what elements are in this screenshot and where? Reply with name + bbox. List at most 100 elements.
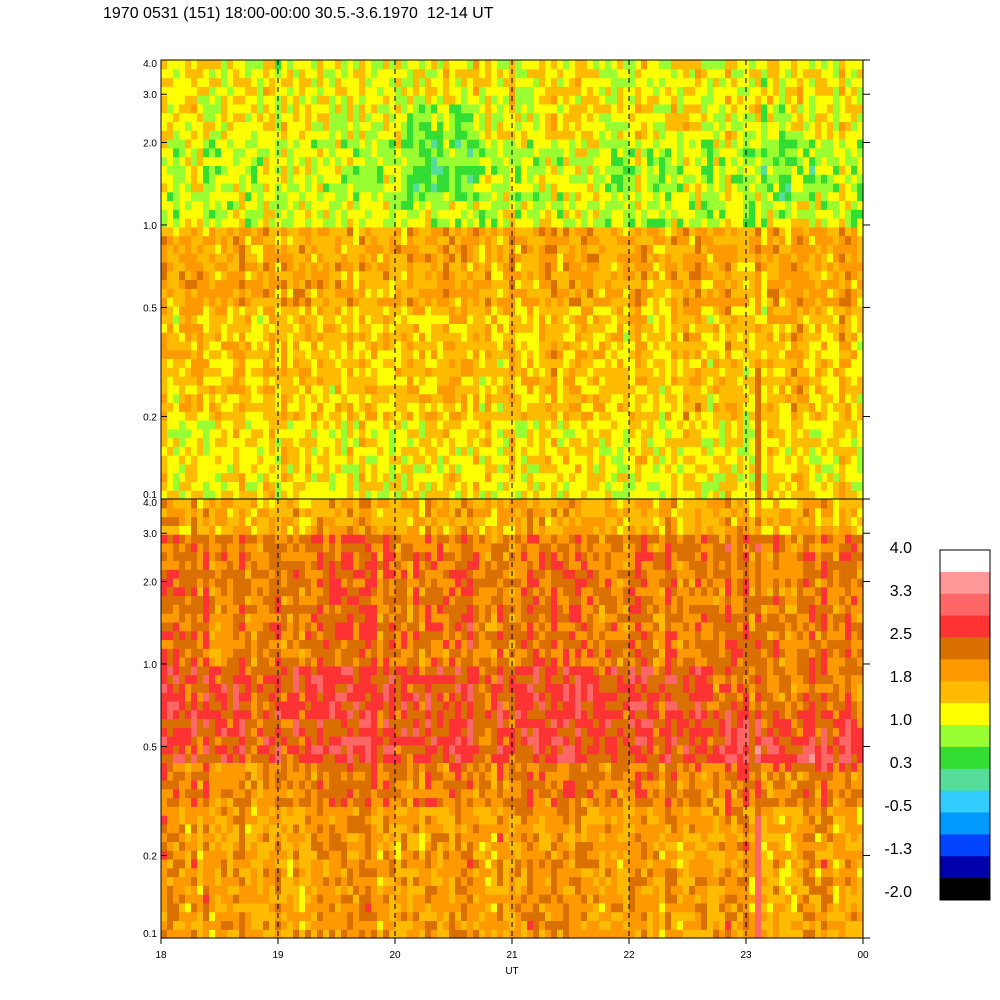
heatmap-cell bbox=[413, 261, 420, 272]
heatmap-cell bbox=[395, 297, 402, 307]
heatmap-cell bbox=[557, 358, 564, 368]
heatmap-cell bbox=[569, 323, 576, 333]
heatmap-cell bbox=[707, 77, 714, 87]
heatmap-cell bbox=[209, 209, 216, 219]
heatmap-cell bbox=[425, 332, 432, 342]
heatmap-cell bbox=[425, 305, 432, 316]
heatmap-cell bbox=[653, 270, 660, 281]
heatmap-cell bbox=[515, 235, 522, 245]
heatmap-cell bbox=[497, 68, 504, 79]
heatmap-cell bbox=[221, 68, 228, 79]
heatmap-cell bbox=[377, 358, 384, 368]
heatmap-cell bbox=[707, 314, 714, 324]
heatmap-cell bbox=[401, 279, 408, 289]
heatmap-cell bbox=[701, 419, 708, 430]
heatmap-cell bbox=[695, 358, 702, 368]
heatmap-cell bbox=[203, 340, 210, 351]
heatmap-cell bbox=[515, 218, 522, 228]
heatmap-cell bbox=[419, 112, 426, 123]
heatmap-cell bbox=[329, 218, 336, 228]
heatmap-cell bbox=[305, 253, 312, 263]
heatmap-cell bbox=[611, 174, 618, 184]
heatmap-cell bbox=[191, 437, 198, 447]
heatmap-cell bbox=[245, 314, 252, 324]
heatmap-cell bbox=[209, 60, 216, 70]
heatmap-cell bbox=[329, 147, 336, 158]
heatmap-cell bbox=[635, 367, 642, 377]
heatmap-cell bbox=[353, 393, 360, 404]
heatmap-cell bbox=[749, 402, 756, 412]
heatmap-cell bbox=[341, 305, 348, 316]
heatmap-cell bbox=[635, 121, 642, 131]
heatmap-cell bbox=[413, 358, 420, 368]
heatmap-cell bbox=[653, 218, 660, 228]
heatmap-cell bbox=[581, 235, 588, 245]
heatmap-cell bbox=[239, 130, 246, 140]
heatmap-cell bbox=[179, 235, 186, 245]
heatmap-cell bbox=[281, 411, 288, 421]
heatmap-cell bbox=[725, 244, 732, 254]
heatmap-cell bbox=[581, 121, 588, 131]
heatmap-cell bbox=[485, 358, 492, 368]
heatmap-cell bbox=[677, 112, 684, 123]
heatmap-cell bbox=[371, 147, 378, 158]
heatmap-cell bbox=[401, 455, 408, 465]
heatmap-cell bbox=[209, 402, 216, 412]
heatmap-cell bbox=[329, 270, 336, 281]
heatmap-cell bbox=[293, 77, 300, 87]
heatmap-cell bbox=[533, 200, 540, 210]
heatmap-cell bbox=[371, 112, 378, 123]
heatmap-cell bbox=[389, 411, 396, 421]
heatmap-cell bbox=[635, 472, 642, 483]
heatmap-cell bbox=[167, 428, 174, 439]
heatmap-cell bbox=[689, 174, 696, 184]
heatmap-cell bbox=[299, 191, 306, 202]
heatmap-cell bbox=[719, 455, 726, 465]
heatmap-cell bbox=[317, 455, 324, 465]
heatmap-cell bbox=[551, 455, 558, 465]
heatmap-cell bbox=[377, 481, 384, 491]
heatmap-cell bbox=[581, 349, 588, 360]
heatmap-cell bbox=[473, 437, 480, 447]
heatmap-cell bbox=[437, 261, 444, 272]
heatmap-cell bbox=[299, 77, 306, 87]
heatmap-cell bbox=[317, 279, 324, 289]
heatmap-cell bbox=[197, 340, 204, 351]
heatmap-cell bbox=[491, 402, 498, 412]
heatmap-cell bbox=[185, 402, 192, 412]
heatmap-cell bbox=[359, 332, 366, 342]
heatmap-cell bbox=[323, 463, 330, 474]
heatmap-cell bbox=[539, 261, 546, 272]
heatmap-cell bbox=[473, 446, 480, 456]
heatmap-cell bbox=[599, 402, 606, 412]
heatmap-cell bbox=[203, 121, 210, 131]
heatmap-cell bbox=[233, 340, 240, 351]
heatmap-cell bbox=[551, 472, 558, 483]
heatmap-cell bbox=[527, 490, 534, 500]
heatmap-cell bbox=[629, 86, 636, 96]
heatmap-cell bbox=[665, 402, 672, 412]
heatmap-cell bbox=[473, 60, 480, 70]
heatmap-cell bbox=[293, 455, 300, 465]
heatmap-cell bbox=[263, 244, 270, 254]
heatmap-cell bbox=[545, 156, 552, 166]
heatmap-cell bbox=[167, 191, 174, 202]
heatmap-cell bbox=[215, 332, 222, 342]
heatmap-cell bbox=[305, 182, 312, 193]
heatmap-cell bbox=[263, 472, 270, 483]
heatmap-cell bbox=[617, 340, 624, 351]
heatmap-cell bbox=[491, 156, 498, 166]
heatmap-cell bbox=[563, 411, 570, 421]
heatmap-cell bbox=[485, 314, 492, 324]
heatmap-cell bbox=[599, 244, 606, 254]
heatmap-cell bbox=[287, 446, 294, 456]
heatmap-cell bbox=[227, 340, 234, 351]
heatmap-cell bbox=[341, 297, 348, 307]
heatmap-cell bbox=[359, 174, 366, 184]
heatmap-cell bbox=[239, 376, 246, 386]
heatmap-cell bbox=[305, 270, 312, 281]
heatmap-cell bbox=[575, 402, 582, 412]
heatmap-cell bbox=[539, 288, 546, 298]
heatmap-cell bbox=[605, 349, 612, 360]
heatmap-cell bbox=[575, 261, 582, 272]
